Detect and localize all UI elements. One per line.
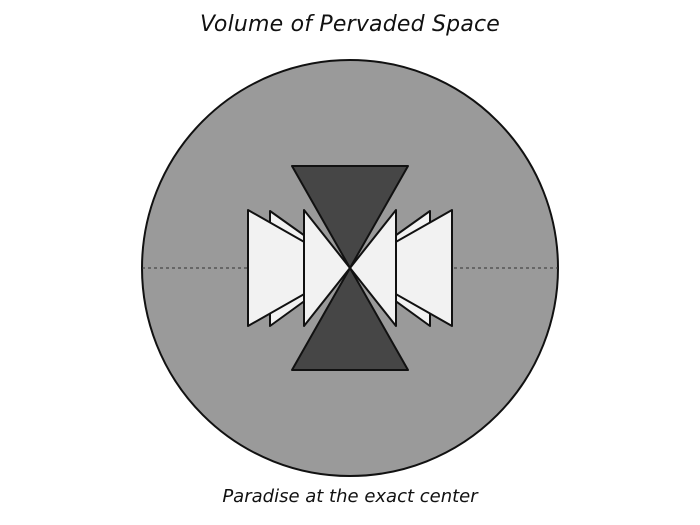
diagram-caption: Paradise at the exact center	[0, 486, 700, 507]
